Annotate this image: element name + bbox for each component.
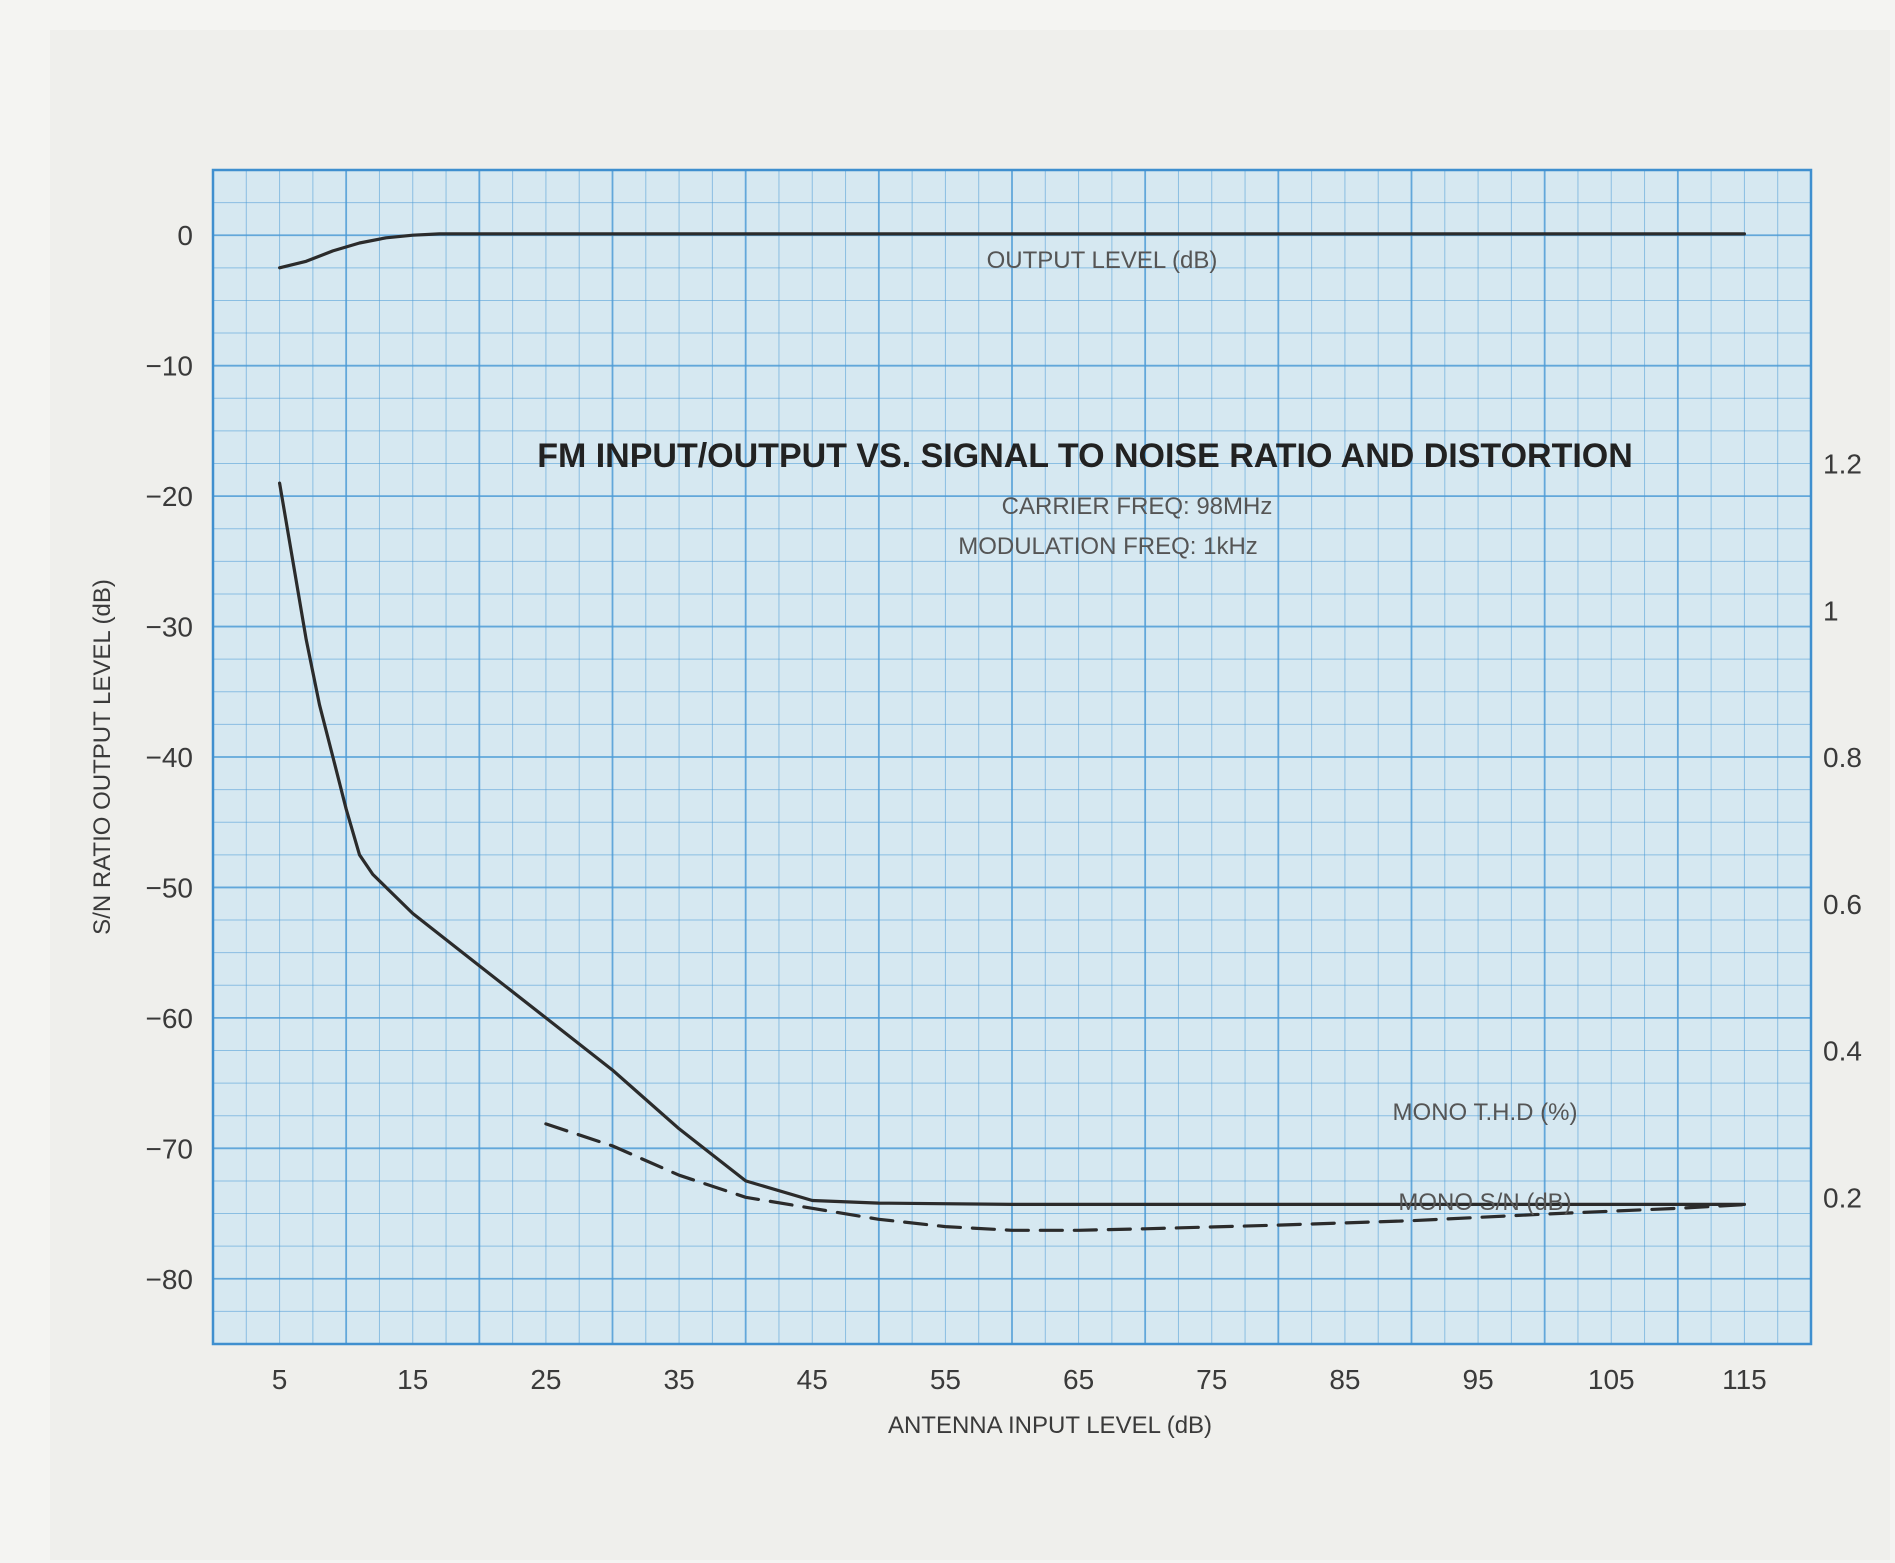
series-label-mono-thd: MONO T.H.D (%) xyxy=(1393,1099,1578,1126)
y-tick-label: 0 xyxy=(177,220,193,251)
chart-subtitle-modulation: MODULATION FREQ: 1kHz xyxy=(958,533,1258,560)
chart-subtitle-carrier: CARRIER FREQ: 98MHz xyxy=(1002,493,1273,520)
x-tick-label: 95 xyxy=(1463,1364,1494,1395)
y-tick-label: −50 xyxy=(146,872,194,903)
y-tick-label: −30 xyxy=(146,612,194,643)
x-tick-label: 75 xyxy=(1196,1364,1227,1395)
chart-svg: 5 15 25 35 45 55 65 75 85 95 105 115 0 −10 −20 −30 −40 −5… xyxy=(89,168,1862,1439)
y-tick-label: −40 xyxy=(146,742,194,773)
x-tick-label: 55 xyxy=(930,1364,961,1395)
series-group xyxy=(278,232,1747,1232)
series-label-output-level: OUTPUT LEVEL (dB) xyxy=(987,247,1218,274)
series-line-output-level xyxy=(278,232,1747,270)
series-line-mono-sn xyxy=(278,481,1747,1207)
y2-tick-label: 0.8 xyxy=(1823,742,1862,773)
y2-tick-label: 0.2 xyxy=(1823,1182,1862,1213)
x-tick-label: 5 xyxy=(272,1364,288,1395)
x-axis-label: ANTENNA INPUT LEVEL (dB) xyxy=(888,1412,1212,1439)
y-tick-label: −60 xyxy=(146,1003,194,1034)
series-label-mono-sn: MONO S/N (dB) xyxy=(1398,1189,1571,1216)
y-tick-label: −70 xyxy=(146,1133,194,1164)
y-axis-label: S/N RATIO OUTPUT LEVEL (dB) xyxy=(89,579,116,935)
x-tick-label: 105 xyxy=(1588,1364,1635,1395)
y2-tick-label: 1 xyxy=(1823,595,1839,626)
y2-tick-label: 1.2 xyxy=(1823,449,1862,480)
x-tick-label: 65 xyxy=(1063,1364,1094,1395)
chart-title: FM INPUT/OUTPUT VS. SIGNAL TO NOISE RATI… xyxy=(537,437,1633,475)
x-tick-label: 85 xyxy=(1329,1364,1360,1395)
x-tick-label: 35 xyxy=(664,1364,695,1395)
y2-tick-label: 0.6 xyxy=(1823,889,1862,920)
x-tick-label: 45 xyxy=(797,1364,828,1395)
y-tick-label: −20 xyxy=(146,481,194,512)
x-tick-label: 25 xyxy=(530,1364,561,1395)
x-tick-label: 15 xyxy=(397,1364,428,1395)
x-tick-label: 115 xyxy=(1722,1364,1767,1395)
chart-page: 5 15 25 35 45 55 65 75 85 95 105 115 0 −10 −20 −30 −40 −5… xyxy=(50,30,1890,1560)
plot-frame xyxy=(211,168,1813,1346)
y-tick-label: −10 xyxy=(146,351,194,382)
ticks-group: 5 15 25 35 45 55 65 75 85 95 105 115 0 −10 −20 −30 −40 −5… xyxy=(146,220,1862,1395)
series-line-mono-thd xyxy=(544,1122,1747,1232)
y-tick-label: −80 xyxy=(146,1264,194,1295)
y2-tick-label: 0.4 xyxy=(1823,1036,1862,1067)
